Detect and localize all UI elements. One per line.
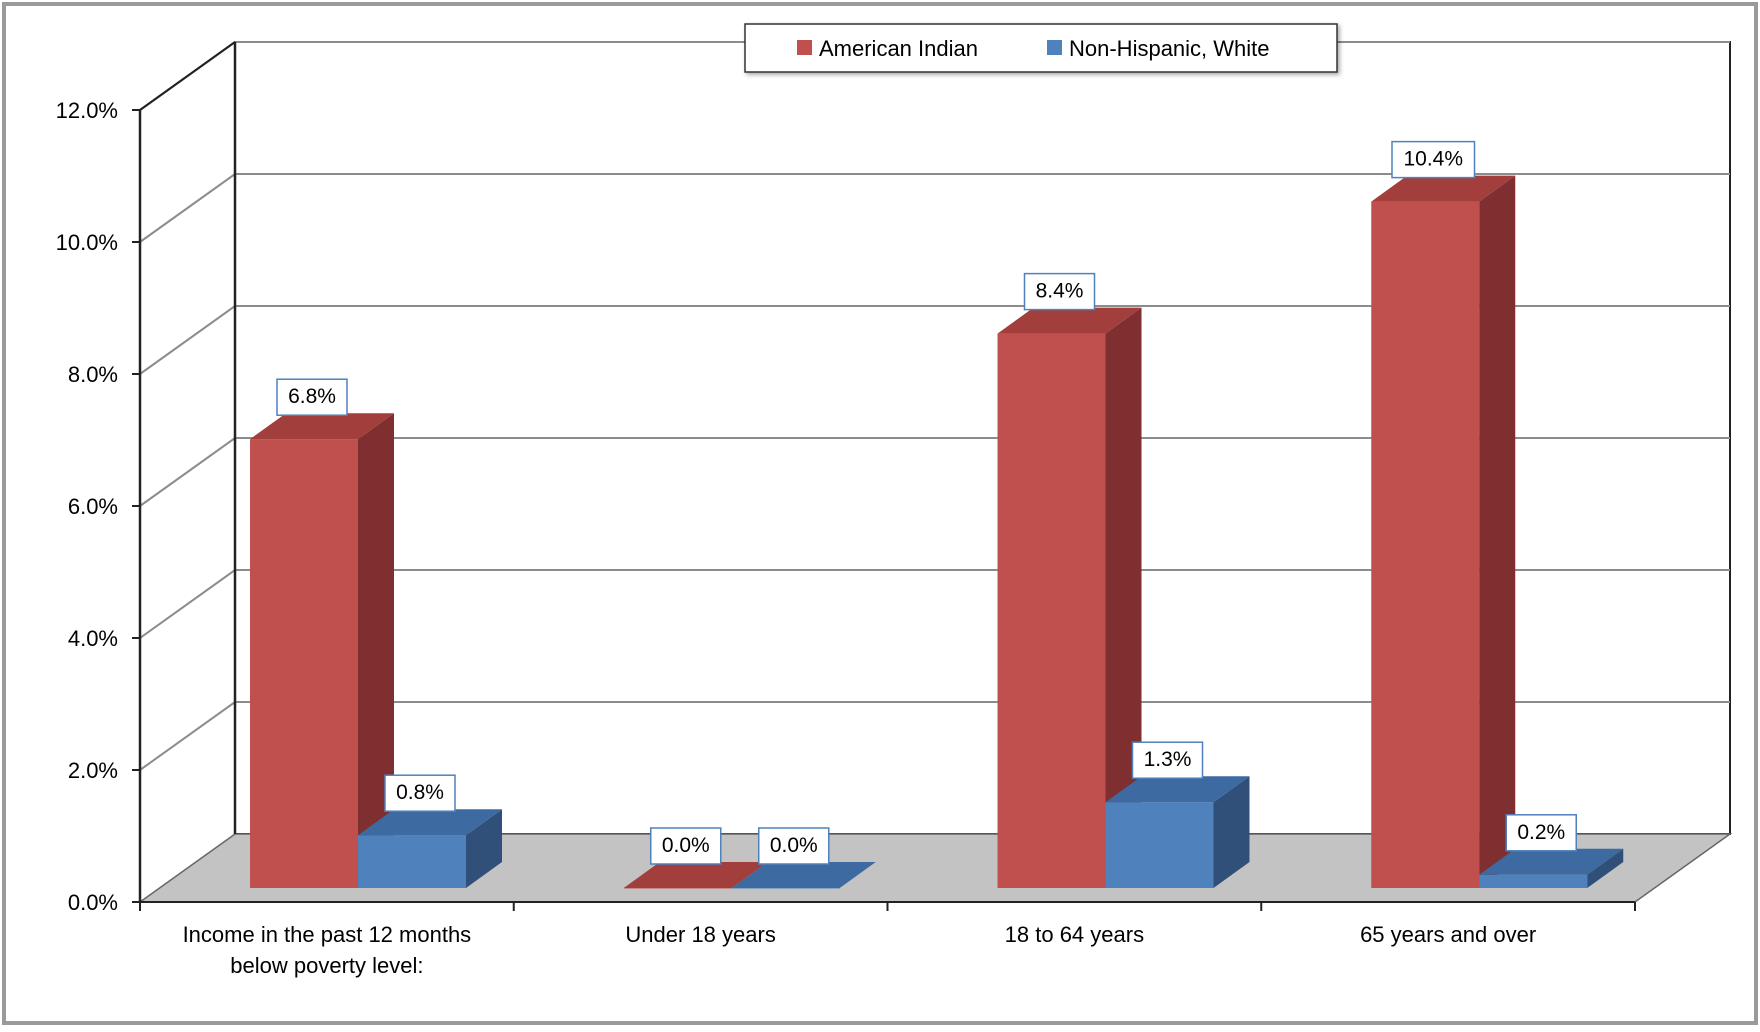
data-label: 1.3% [1133,742,1203,778]
data-label-text: 1.3% [1144,748,1192,771]
y-tick-label: 10.0% [56,230,118,255]
data-label: 0.2% [1506,815,1576,851]
data-label: 8.4% [1025,274,1095,310]
data-label-text: 6.8% [288,385,336,408]
data-label-text: 8.4% [1036,280,1084,303]
legend-label: Non-Hispanic, White [1069,36,1270,61]
bar-american-indian [250,439,358,888]
bar-american-indian [624,888,732,889]
data-label-text: 0.0% [662,834,710,857]
y-tick-label: 12.0% [56,98,118,123]
legend-swatch [797,40,812,55]
y-tick-label: 6.0% [68,494,118,519]
data-label-text: 0.8% [396,781,444,804]
data-label: 0.8% [385,775,455,811]
data-label-text: 10.4% [1403,148,1463,171]
y-tick-label: 2.0% [68,758,118,783]
data-label: 6.8% [277,379,347,415]
bar-non-hispanic-white [1106,802,1214,888]
bar-american-indian [1371,202,1479,888]
bar-side-american-indian [1479,176,1515,888]
bar-american-indian [998,334,1106,888]
legend: American Indian Non-Hispanic, White [745,24,1337,72]
data-label: 10.4% [1392,142,1475,178]
x-tick-label: 65 years and over [1360,922,1536,947]
x-tick-label: Under 18 years [625,922,775,947]
data-label-text: 0.2% [1517,821,1565,844]
y-tick-label: 0.0% [68,890,118,915]
data-label: 0.0% [651,828,721,864]
data-label: 0.0% [759,828,829,864]
legend-swatch [1047,40,1062,55]
data-label-text: 0.0% [770,834,818,857]
y-tick-label: 8.0% [68,362,118,387]
x-tick-label: 18 to 64 years [1005,922,1144,947]
y-tick-label: 4.0% [68,626,118,651]
legend-label: American Indian [819,36,978,61]
bar-non-hispanic-white [358,835,466,888]
bar-non-hispanic-white [1479,875,1587,888]
bar-non-hispanic-white [732,888,840,889]
